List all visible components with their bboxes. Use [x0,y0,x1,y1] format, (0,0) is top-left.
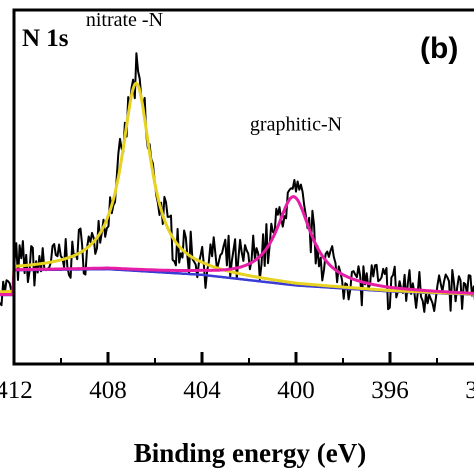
x-tick-label: 392 [465,377,474,404]
x-tick-label: 400 [277,377,315,404]
chart-title: N 1s [22,25,69,52]
nitrate-fit-line [0,81,474,296]
x-tick-label: 396 [371,377,409,404]
x-tick-label: 404 [183,377,221,404]
chart-marks [0,52,474,313]
annotation-graphitic: graphitic-N [250,113,342,135]
x-axis-title: Binding energy (eV) [134,438,367,468]
panel-label: (b) [420,32,458,65]
graphitic-fit-line [0,195,474,296]
peak-annotations: nitrate -N graphitic-N [86,9,342,135]
x-tick-label: 412 [0,377,33,404]
x-tick-label: 408 [89,377,127,404]
x-axis-tick-labels: 412 408 404 400 396 392 [0,377,474,404]
annotation-nitrate: nitrate -N [86,9,163,31]
x-axis-ticks [12,352,438,364]
